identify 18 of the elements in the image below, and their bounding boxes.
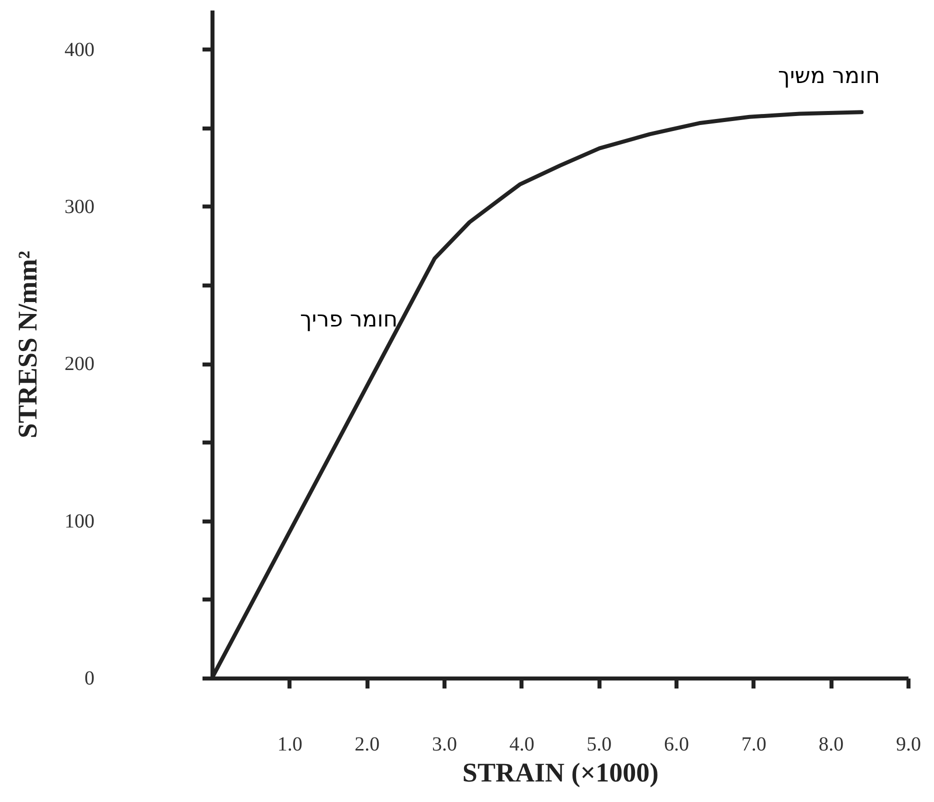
annotation: חומר משיך xyxy=(778,64,880,89)
y-axis-title: STRESS N/mm² xyxy=(12,250,42,438)
y-tick-label: 100 xyxy=(64,510,94,532)
y-tick-label: 300 xyxy=(64,196,94,218)
annotation: חומר פריך xyxy=(300,308,398,333)
x-tick-label: 8.0 xyxy=(818,734,844,756)
y-tick-label: 0 xyxy=(84,668,94,690)
x-tick-label: 3.0 xyxy=(432,734,457,756)
x-tick-label: 4.0 xyxy=(509,734,534,756)
x-tick-label: 1.0 xyxy=(277,734,302,756)
x-tick-label: 2.0 xyxy=(354,734,380,756)
x-tick-label: 9.0 xyxy=(896,734,921,756)
x-tick-label: 6.0 xyxy=(664,734,689,756)
x-tick-label: 5.0 xyxy=(586,734,612,756)
x-axis-title: STRAIN (×1000) xyxy=(462,758,659,788)
x-tick-label: 7.0 xyxy=(741,734,766,756)
y-tick-label: 400 xyxy=(64,38,94,61)
y-tick-label: 200 xyxy=(64,353,94,376)
